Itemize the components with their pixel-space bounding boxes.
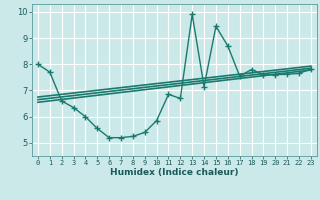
X-axis label: Humidex (Indice chaleur): Humidex (Indice chaleur)	[110, 168, 239, 177]
